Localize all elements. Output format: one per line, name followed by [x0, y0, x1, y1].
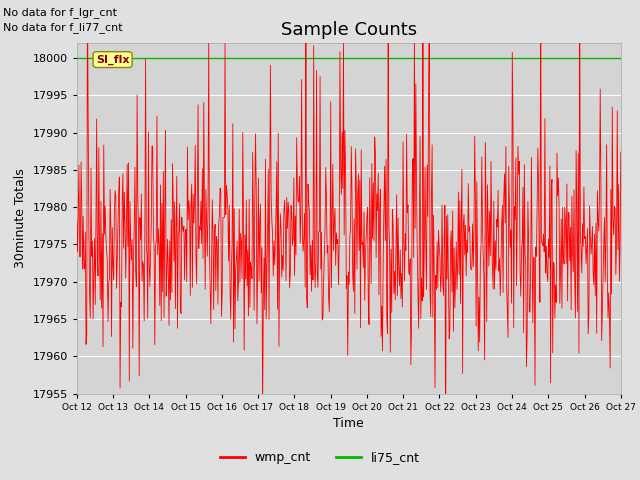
Y-axis label: 30minute Totals: 30minute Totals	[14, 168, 27, 268]
Text: SI_flx: SI_flx	[96, 54, 129, 65]
X-axis label: Time: Time	[333, 417, 364, 430]
Text: No data for f_li77_cnt: No data for f_li77_cnt	[3, 22, 123, 33]
Text: No data for f_lgr_cnt: No data for f_lgr_cnt	[3, 7, 117, 18]
Title: Sample Counts: Sample Counts	[281, 21, 417, 39]
Legend: wmp_cnt, li75_cnt: wmp_cnt, li75_cnt	[215, 446, 425, 469]
